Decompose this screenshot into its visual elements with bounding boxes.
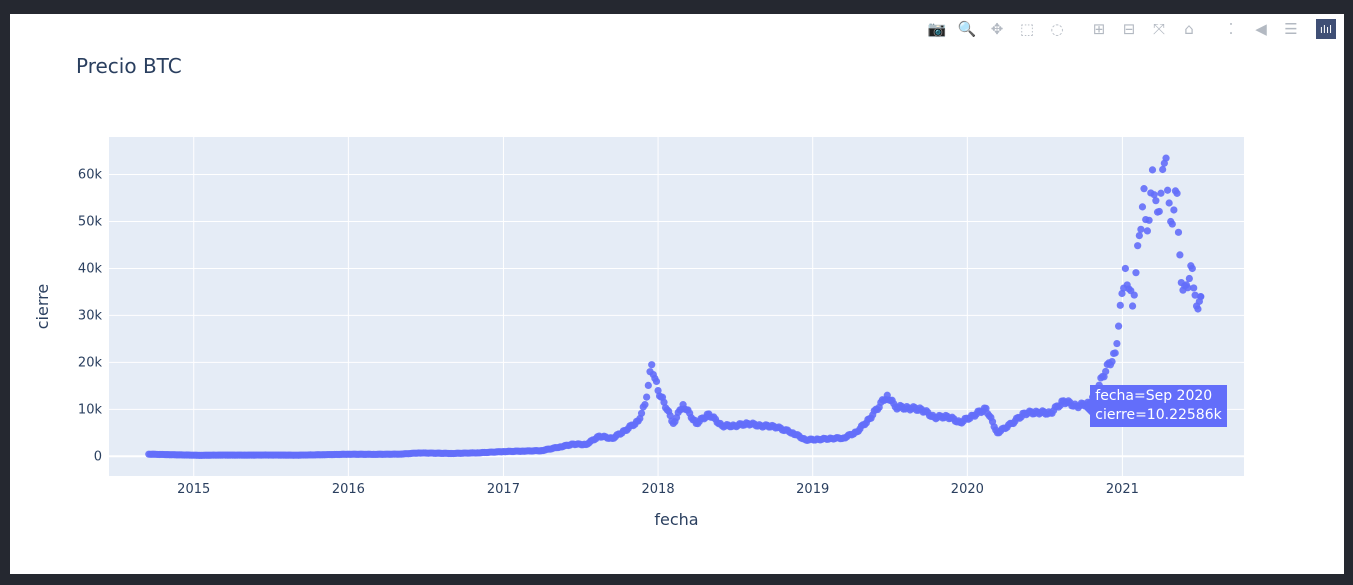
hover-closest-icon[interactable]: ◀: [1255, 20, 1267, 38]
plot-area[interactable]: [109, 137, 1244, 476]
data-point[interactable]: [1191, 291, 1199, 299]
zoom-in-icon[interactable]: ⊞: [1092, 20, 1106, 38]
data-point[interactable]: [1148, 166, 1157, 174]
data-point[interactable]: [666, 411, 674, 420]
y-tick-label: 60k: [78, 168, 103, 183]
spike-lines-icon[interactable]: ⁚: [1228, 20, 1234, 38]
modebar: 📷 🔍 ✥ ⬚ ◌ ⊞ ⊟ ⤧ ⌂ ⁚ ◀ ☰ ılıl: [922, 18, 1336, 40]
hover-label: fecha=Sep 2020 cierre=10.22586k: [1090, 385, 1227, 428]
data-point[interactable]: [1163, 186, 1172, 194]
data-point[interactable]: [641, 401, 649, 409]
data-point[interactable]: [643, 393, 651, 401]
data-point[interactable]: [1170, 206, 1178, 214]
data-point[interactable]: [1143, 227, 1152, 235]
reset-axes-icon[interactable]: ⌂: [1184, 20, 1194, 38]
y-tick-label: 0: [94, 449, 102, 464]
x-tick-label: 2020: [951, 482, 984, 497]
autoscale-icon[interactable]: ⤧: [1152, 20, 1165, 38]
zoom-out-icon[interactable]: ⊟: [1122, 20, 1136, 38]
x-tick-label: 2015: [177, 482, 210, 497]
data-point[interactable]: [1176, 251, 1184, 259]
data-point[interactable]: [1157, 189, 1165, 197]
data-point[interactable]: [1188, 264, 1196, 273]
data-point[interactable]: [1165, 199, 1173, 207]
data-point[interactable]: [1114, 322, 1123, 330]
y-tick-label: 50k: [78, 215, 103, 230]
data-point[interactable]: [1194, 305, 1202, 313]
y-tick-label: 40k: [78, 261, 103, 276]
y-axis-title: cierre: [33, 284, 52, 329]
hover-arrow: [1083, 401, 1091, 416]
data-point[interactable]: [1185, 274, 1193, 283]
data-point[interactable]: [1155, 207, 1163, 216]
data-point[interactable]: [1174, 228, 1183, 236]
zoom-icon[interactable]: 🔍: [957, 20, 977, 38]
hover-compare-icon[interactable]: ☰: [1284, 20, 1298, 38]
data-point[interactable]: [1108, 357, 1116, 366]
data-point[interactable]: [1102, 367, 1110, 376]
x-tick-label: 2017: [487, 482, 520, 497]
x-tick-label: 2018: [642, 482, 675, 497]
data-point[interactable]: [1111, 349, 1119, 357]
data-point[interactable]: [1168, 220, 1176, 228]
pan-icon[interactable]: ✥: [990, 20, 1004, 38]
lasso-select-icon[interactable]: ◌: [1050, 20, 1064, 38]
chart-title: Precio BTC: [76, 54, 182, 78]
data-point[interactable]: [1128, 302, 1137, 310]
data-point[interactable]: [1116, 301, 1124, 309]
x-tick-label: 2021: [1106, 482, 1139, 497]
x-tick-label: 2019: [796, 482, 829, 497]
data-point[interactable]: [1135, 232, 1143, 240]
data-point[interactable]: [637, 409, 646, 417]
data-point[interactable]: [1159, 165, 1167, 174]
plotly-logo-icon[interactable]: ılıl: [1316, 19, 1336, 39]
data-point[interactable]: [1113, 339, 1121, 348]
hover-fecha: fecha=Sep 2020: [1095, 388, 1213, 405]
data-point[interactable]: [1132, 269, 1140, 277]
data-point[interactable]: [648, 361, 656, 369]
data-point[interactable]: [654, 386, 662, 395]
box-select-icon[interactable]: ⬚: [1019, 20, 1035, 38]
camera-icon[interactable]: 📷: [927, 20, 947, 38]
y-tick-label: 20k: [78, 355, 103, 370]
data-point[interactable]: [660, 398, 668, 406]
data-point[interactable]: [1130, 291, 1138, 299]
y-tick-label: 30k: [78, 308, 103, 323]
data-point[interactable]: [1184, 284, 1192, 292]
data-point[interactable]: [1197, 293, 1205, 301]
data-point[interactable]: [1150, 191, 1158, 199]
data-point[interactable]: [1173, 189, 1181, 197]
data-point[interactable]: [1152, 197, 1160, 205]
x-axis-title: fecha: [654, 510, 698, 529]
x-tick-label: 2016: [332, 482, 365, 497]
data-point[interactable]: [644, 381, 652, 390]
data-point[interactable]: [1121, 264, 1129, 273]
y-tick-label: 10k: [78, 402, 103, 417]
data-point[interactable]: [1140, 185, 1148, 193]
hover-cierre: cierre=10.22586k: [1095, 407, 1222, 424]
data-point[interactable]: [1162, 154, 1170, 162]
data-point[interactable]: [1190, 284, 1198, 292]
data-point[interactable]: [1137, 225, 1145, 233]
data-point[interactable]: [652, 377, 661, 386]
data-point[interactable]: [1134, 242, 1142, 250]
data-point[interactable]: [1145, 216, 1153, 224]
data-point[interactable]: [1138, 203, 1147, 211]
